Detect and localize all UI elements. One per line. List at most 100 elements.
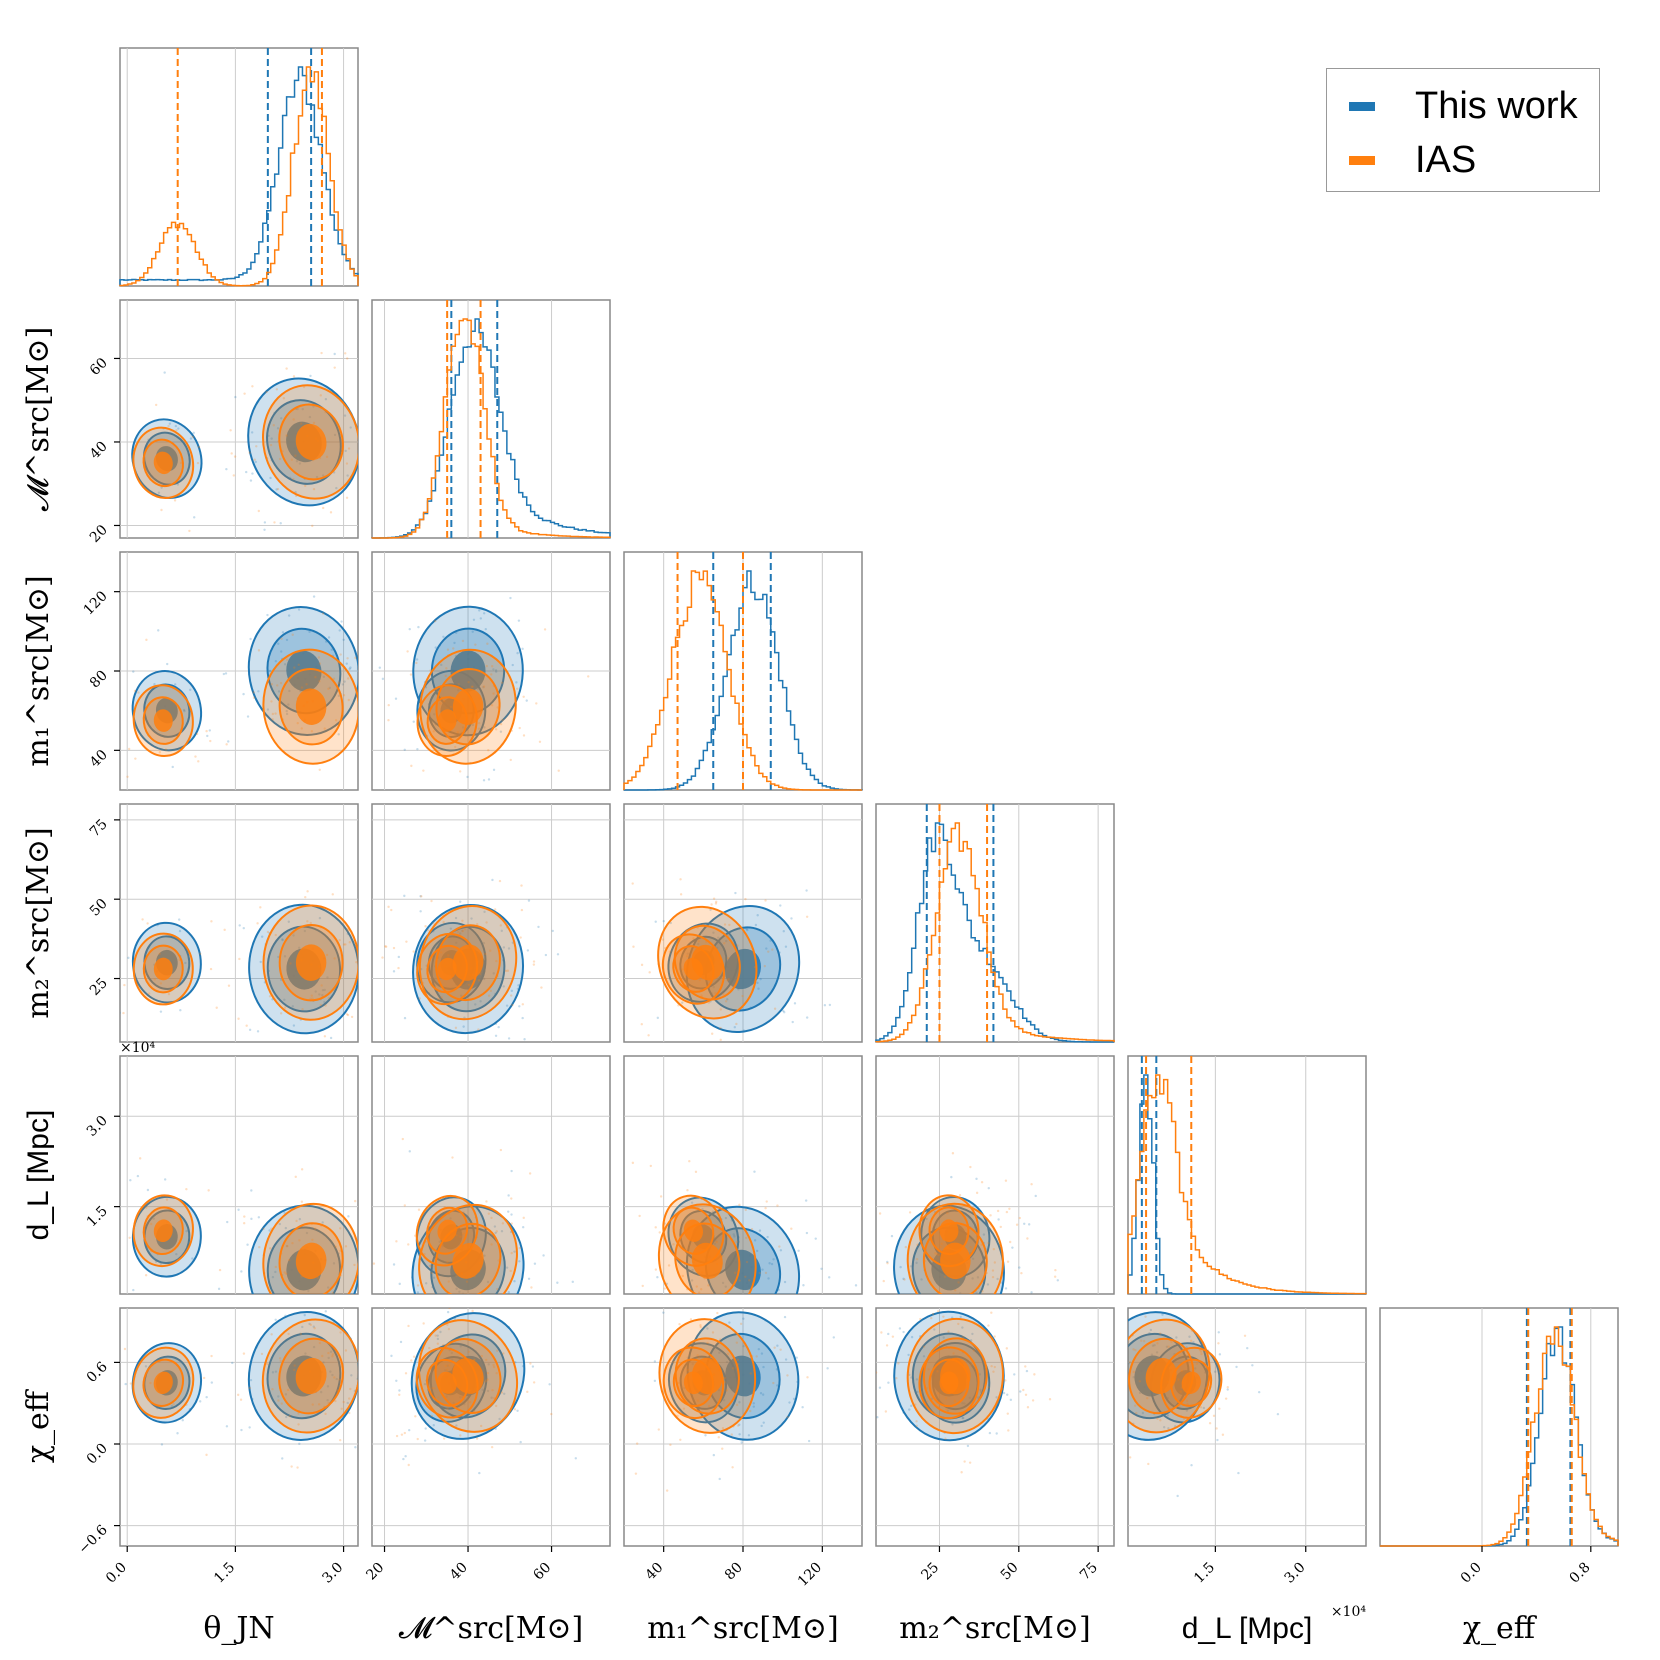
- sample-point: [266, 613, 269, 617]
- sample-point: [742, 1344, 745, 1348]
- sample-point: [492, 768, 496, 772]
- sample-point: [163, 1178, 167, 1181]
- sample-point: [274, 1270, 277, 1274]
- sample-point: [312, 1325, 315, 1328]
- sample-point: [1134, 1404, 1137, 1407]
- sample-point: [345, 462, 349, 465]
- sample-point: [271, 712, 275, 716]
- sample-point: [237, 1017, 240, 1020]
- sample-point: [270, 683, 274, 686]
- sample-point: [226, 1220, 229, 1224]
- sample-point: [271, 1371, 275, 1374]
- sample-point: [517, 984, 520, 987]
- sample-point: [192, 431, 195, 435]
- sample-point: [987, 1186, 990, 1190]
- sample-point: [448, 1308, 451, 1310]
- sample-point: [455, 1274, 458, 1278]
- sample-point: [146, 922, 149, 925]
- sample-point: [398, 1389, 401, 1392]
- sample-point: [719, 1026, 722, 1030]
- sample-point: [1007, 1429, 1010, 1432]
- sample-point: [490, 791, 492, 793]
- sample-point: [338, 1378, 341, 1381]
- sample-point: [417, 625, 420, 629]
- sample-point: [526, 949, 530, 952]
- sample-point: [123, 983, 126, 987]
- sample-point: [773, 1346, 776, 1349]
- sample-point: [522, 1216, 525, 1220]
- x-tick-label: 0.0: [103, 1560, 130, 1587]
- contour-ias-level-2: [437, 957, 457, 981]
- sample-point: [518, 1260, 521, 1263]
- sample-point: [1251, 1364, 1254, 1367]
- sample-point: [1185, 1354, 1189, 1357]
- sample-point: [194, 755, 197, 758]
- sample-point: [160, 1443, 164, 1446]
- sample-point: [113, 1243, 115, 1245]
- sample-point: [208, 729, 211, 732]
- sample-point: [353, 1199, 357, 1203]
- sample-point: [231, 1361, 234, 1365]
- sample-point: [185, 1229, 188, 1233]
- sample-point: [548, 1383, 551, 1386]
- sample-point: [989, 1214, 992, 1217]
- sample-point: [324, 1004, 327, 1007]
- sample-point: [333, 366, 336, 369]
- sample-point: [146, 1188, 150, 1192]
- sample-point: [338, 1438, 342, 1442]
- sample-point: [246, 715, 250, 718]
- panel-frame: [875, 803, 1115, 1043]
- sample-point: [721, 1281, 725, 1285]
- panel-m2-vs-m1: [623, 803, 863, 1050]
- sample-point: [416, 1291, 420, 1294]
- sample-point: [225, 743, 228, 746]
- sample-point: [1020, 1271, 1023, 1275]
- sample-point: [968, 1461, 972, 1464]
- sample-point: [437, 1396, 440, 1399]
- x-tick-label: 1.5: [1191, 1560, 1218, 1587]
- sample-point: [543, 628, 547, 631]
- contour-ias-level-2: [452, 688, 484, 725]
- sample-point: [896, 1299, 898, 1301]
- sample-point: [990, 1364, 993, 1368]
- sample-point: [286, 1388, 290, 1392]
- diag-panel-m1: [623, 551, 863, 791]
- sample-point: [303, 929, 307, 933]
- y-tick-label: 75: [87, 816, 111, 840]
- sample-point: [371, 1300, 373, 1302]
- sample-point: [806, 1376, 809, 1379]
- sample-point: [1011, 1246, 1014, 1249]
- sample-point: [854, 1284, 858, 1287]
- sample-point: [457, 689, 460, 692]
- sample-point: [946, 1409, 950, 1412]
- sample-point: [1151, 1344, 1155, 1347]
- y-axis-label-m1: m₁^src[M⊙]: [21, 575, 56, 766]
- sample-point: [1170, 1340, 1173, 1344]
- sample-point: [129, 1382, 133, 1385]
- sample-point: [1159, 1332, 1162, 1335]
- sample-point: [1156, 1342, 1159, 1345]
- sample-point: [346, 928, 349, 931]
- sample-point: [243, 1215, 246, 1218]
- sample-point: [348, 941, 351, 944]
- panel-frame: [371, 1307, 611, 1547]
- sample-point: [248, 451, 251, 454]
- sample-point: [179, 1009, 182, 1012]
- sample-point: [1006, 1393, 1009, 1396]
- sample-point: [1142, 1339, 1146, 1343]
- sample-point: [718, 1048, 720, 1050]
- sample-point: [287, 1332, 290, 1336]
- sample-point: [404, 1372, 408, 1375]
- sample-point: [288, 689, 291, 693]
- sample-point: [496, 1287, 499, 1291]
- contour-this-work-level-2: [286, 650, 322, 692]
- sample-point: [432, 730, 435, 733]
- sample-point: [250, 1217, 253, 1221]
- sample-point: [309, 997, 312, 1000]
- sample-point: [516, 1409, 519, 1412]
- panel-frame: [371, 299, 611, 539]
- sample-point: [466, 775, 469, 779]
- sample-point: [416, 1284, 420, 1287]
- sample-point: [246, 1243, 249, 1246]
- sample-point: [778, 1297, 780, 1299]
